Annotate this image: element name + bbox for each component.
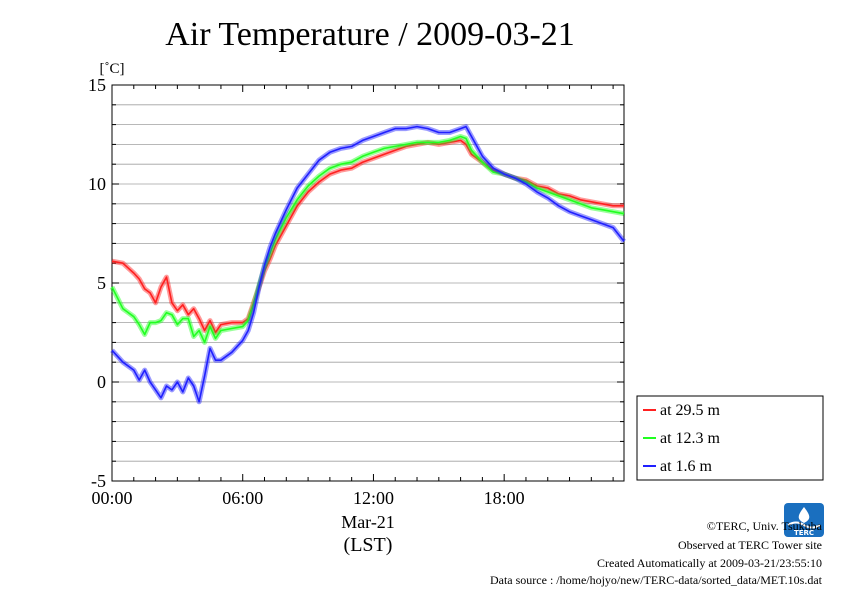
y-tick-label: 10 <box>88 174 106 194</box>
y-tick-label: 15 <box>88 75 106 95</box>
created-text: Created Automatically at 2009-03-21/23:5… <box>597 556 822 570</box>
y-tick-label: -5 <box>91 471 106 491</box>
legend-label: at 1.6 m <box>660 458 713 475</box>
legend-label: at 29.5 m <box>660 402 721 419</box>
x-tick-label: 00:00 <box>91 488 132 508</box>
series-line <box>111 139 624 334</box>
x-axis-ticks: 00:00 06:00 12:00 18:00 <box>91 85 614 508</box>
y-tick-label: 0 <box>97 372 106 392</box>
wave-icon <box>787 521 821 529</box>
site-text: Observed at TERC Tower site <box>678 538 822 552</box>
chart-title: Air Temperature / 2009-03-21 <box>165 16 575 53</box>
terc-logo: TERC <box>784 503 824 537</box>
date-label: Mar-21 <box>341 512 395 532</box>
water-drop-icon <box>798 507 810 523</box>
y-tick-label: 5 <box>97 273 106 293</box>
x-axis-label: (LST) <box>344 534 393 556</box>
series-glow <box>111 137 624 335</box>
legend: at 29.5 m at 12.3 m at 1.6 m <box>636 395 824 481</box>
series-glow <box>110 124 626 405</box>
series-lines <box>109 124 626 405</box>
x-tick-label: 12:00 <box>353 488 394 508</box>
copyright-text: ©TERC, Univ. Tsukuba <box>707 519 823 533</box>
logo-text: TERC <box>794 529 814 537</box>
y-axis-ticks: -5 0 5 10 15 <box>88 75 624 491</box>
grid-lines <box>112 104 624 462</box>
x-tick-label: 18:00 <box>484 488 525 508</box>
legend-box <box>636 395 824 481</box>
legend-label: at 12.3 m <box>660 430 721 447</box>
data-source-text: Data source : /home/hojyo/new/TERC-data/… <box>490 573 823 587</box>
x-tick-label: 06:00 <box>222 488 263 508</box>
series-line <box>111 125 625 403</box>
y-axis-unit-label: [˚C] <box>100 61 125 77</box>
